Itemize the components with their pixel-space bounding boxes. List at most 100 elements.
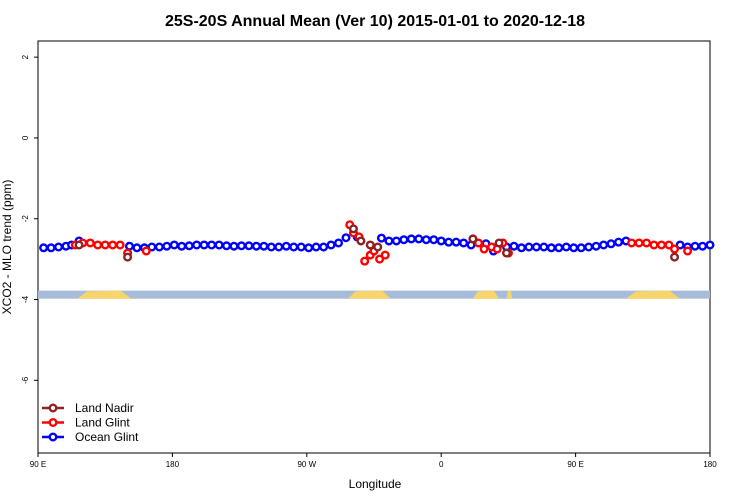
y-axis: 2 0 -2 -4 -6 [21,54,38,384]
land-glint-point [115,240,125,250]
ocean-glint-point [311,242,321,252]
land-glint-point [664,240,674,250]
land-segment [506,290,513,299]
y-tick-label: 0 [21,135,30,140]
ocean-glint-point [539,242,549,252]
x-axis: 90 E 180 90 W 0 90 E 180 [30,453,717,469]
legend-marker-land-glint [48,418,58,428]
land-nadir-point [502,248,512,258]
ocean-glint-point [192,240,202,250]
land-glint-point [649,240,659,250]
land-glint-point [380,250,390,260]
ocean-glint-point [251,241,261,251]
land-nadir-point [348,224,358,234]
ocean-glint-point [319,242,329,252]
ocean-glint-point [531,242,541,252]
chart-title: 25S-20S Annual Mean (Ver 10) 2015-01-01 … [165,13,585,30]
land-glint-point [360,256,370,266]
ocean-glint-point [124,241,134,251]
ocean-glint-point [376,233,386,243]
land-nadir-point [468,234,478,244]
x-tick-label: 180 [166,460,180,469]
land-glint-point [627,238,637,248]
ocean-glint-point [244,241,254,251]
land-glint-point [474,238,484,248]
ocean-glint-point [132,243,142,253]
ocean-glint-point [229,241,239,251]
land-nadir-point [123,252,133,262]
ocean-glint-point [561,242,571,252]
land-segment [472,290,500,299]
ocean-glint-point [705,240,715,250]
ocean-glint-point [236,241,246,251]
legend-label-land-glint: Land Glint [75,416,130,430]
ocean-glint-point [46,243,56,253]
land-nadir-point [670,252,680,262]
x-tick-label: 90 E [30,460,46,469]
ocean-glint-point [184,241,194,251]
ocean-glint-point [162,241,172,251]
land-glint-point [479,244,489,254]
ocean-glint-point [614,237,624,247]
ocean-glint-point [169,240,179,250]
x-tick-label: 180 [703,460,717,469]
legend-marker-ocean-glint [48,432,58,442]
land-glint-point [634,238,644,248]
ocean-glint-point [698,241,708,251]
x-tick-label: 90 E [567,460,583,469]
ocean-glint-point [199,240,209,250]
ocean-glint-point [391,236,401,246]
ocean-glint-point [569,243,579,253]
land-glint-point [683,246,693,256]
ocean-glint-point [384,236,394,246]
ocean-glint-point [516,243,526,253]
ocean-glint-point [259,241,269,251]
series-layer [39,220,715,266]
ocean-glint-point [546,243,556,253]
ocean-glint-point [436,236,446,246]
ocean-glint-point [341,233,351,243]
ocean-glint-point [281,241,291,251]
land-glint-point [670,244,680,254]
ocean-glint-point [606,239,616,249]
ocean-glint-point [444,237,454,247]
land-segment [77,290,132,299]
ocean-glint-point [429,235,439,245]
ocean-glint-point [591,241,601,251]
ocean-glint-point [177,241,187,251]
ocean-glint-point [451,237,461,247]
y-tick-label: -2 [21,215,30,223]
land-glint-point [108,240,118,250]
x-tick-label: 90 W [297,460,316,469]
ocean-glint-point [675,240,685,250]
land-nadir-point [356,236,366,246]
ocean-glint-point [406,234,416,244]
ocean-glint-point [690,241,700,251]
ocean-glint-point [584,242,594,252]
ocean-glint-point [214,240,224,250]
x-tick-label: 0 [439,460,444,469]
ocean-glint-point [334,238,344,248]
ocean-glint-point [304,243,314,253]
ocean-glint-point [274,242,284,252]
land-nadir-point [373,242,383,252]
ocean-glint-point [266,242,276,252]
ocean-glint-point [414,234,424,244]
ocean-glint-point [207,240,217,250]
y-axis-label: XCO2 - MLO trend (ppm) [0,180,14,315]
land-glint-point [100,240,110,250]
ocean-glint-point [54,242,64,252]
land-segment [347,290,391,299]
land-segment [626,290,681,299]
legend-marker-land-nadir [48,403,58,413]
land-glint-point [85,238,95,248]
ocean-glint-point [421,235,431,245]
y-tick-label: 2 [21,54,30,59]
ocean-glint-point [459,238,469,248]
ocean-glint-point [599,240,609,250]
ocean-glint-point [524,242,534,252]
land-glint-point [642,238,652,248]
land-ocean-strip [38,290,710,299]
